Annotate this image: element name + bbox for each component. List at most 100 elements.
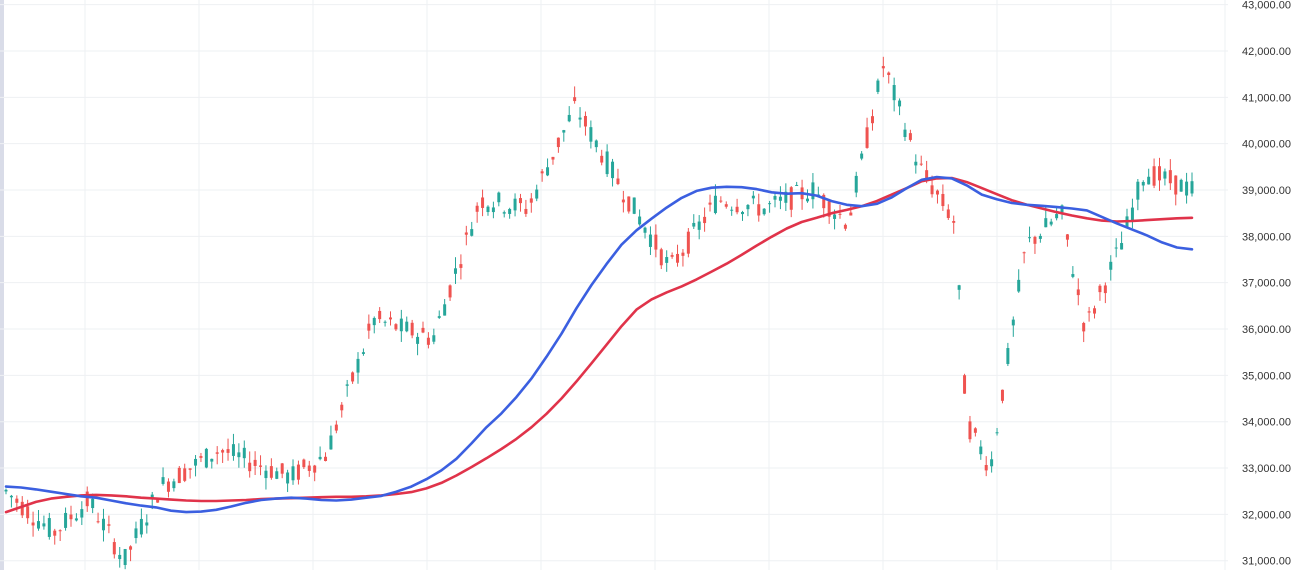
price-axis: 31,000.00 32,000.00 33,000.00 34,000.00 35,0… — [1242, 0, 1291, 568]
candle-body — [822, 194, 826, 209]
candle-body — [291, 466, 295, 481]
candle-body — [20, 501, 24, 516]
candle-body — [405, 321, 409, 332]
candle-body — [508, 208, 512, 214]
candle-body — [177, 467, 181, 484]
candle-body — [1098, 285, 1102, 293]
candle-body — [757, 204, 761, 216]
candle-body — [529, 198, 533, 203]
candle-body — [334, 424, 338, 431]
candle-body — [746, 204, 750, 210]
candle-body — [963, 375, 967, 394]
y-tick-label: 38,000.00 — [1242, 231, 1291, 243]
candle-body — [692, 222, 696, 227]
candle-body — [627, 196, 631, 212]
candle-body — [4, 489, 8, 492]
candle-body — [329, 435, 333, 450]
candle-body — [1152, 166, 1156, 186]
candle-body — [96, 521, 100, 523]
candle-body — [659, 249, 663, 266]
candle-body — [497, 192, 501, 203]
candle-body — [275, 471, 279, 479]
candle-body — [854, 175, 858, 193]
candle-body — [145, 522, 149, 526]
candle-body — [578, 117, 582, 120]
candle-body — [172, 481, 176, 489]
candle-body — [573, 97, 577, 102]
candle-body — [1011, 319, 1015, 326]
candle-body — [887, 72, 891, 76]
candle-body — [583, 115, 587, 127]
candle-body — [979, 446, 983, 455]
candle-body — [805, 198, 809, 202]
candle-body — [946, 209, 950, 218]
candle-body — [1103, 285, 1107, 294]
candle-body — [654, 234, 658, 250]
candle-body — [795, 184, 799, 186]
candle-body — [730, 209, 734, 211]
candle-body — [1141, 181, 1145, 186]
candle-body — [470, 229, 474, 236]
candle-body — [865, 127, 869, 148]
candle-body — [199, 456, 203, 458]
candle-body — [914, 161, 918, 166]
moving-averages-layer — [4, 175, 1194, 514]
candle-body — [302, 459, 306, 468]
candle-body — [259, 465, 263, 467]
ma-slow-line — [4, 176, 1194, 514]
candle-body — [935, 190, 939, 195]
candle-body — [15, 498, 19, 503]
candle-body — [112, 542, 116, 555]
candle-body — [356, 358, 360, 373]
candle-body — [286, 472, 290, 484]
candle-body — [546, 167, 550, 176]
candle-body — [280, 463, 284, 474]
y-tick-label: 42,000.00 — [1242, 46, 1291, 58]
candle-body — [513, 198, 517, 211]
candle-body — [150, 494, 154, 500]
candle-body — [215, 452, 219, 454]
candle-body — [443, 304, 447, 316]
candle-body — [670, 255, 674, 257]
candle-body — [524, 208, 528, 214]
candles-layer — [4, 56, 1194, 570]
candle-body — [843, 224, 847, 229]
candle-body — [995, 432, 999, 434]
candle-body — [892, 85, 896, 101]
candle-body — [1028, 237, 1032, 239]
y-tick-label: 33,000.00 — [1242, 463, 1291, 475]
candle-body — [486, 206, 490, 213]
candle-body — [605, 151, 609, 175]
candle-body — [134, 528, 138, 539]
candle-body — [1082, 322, 1086, 332]
y-tick-label: 37,000.00 — [1242, 278, 1291, 290]
candle-body — [80, 509, 84, 518]
candle-body — [551, 156, 555, 160]
candle-body — [183, 468, 187, 481]
candle-body — [676, 253, 680, 263]
candle-body — [827, 201, 831, 217]
candle-body — [751, 195, 755, 199]
candle-body — [778, 196, 782, 201]
candle-body — [849, 212, 853, 216]
candle-body — [31, 522, 35, 526]
candle-body — [107, 524, 111, 526]
candle-body — [908, 133, 912, 140]
candle-body — [952, 221, 956, 223]
candle-body — [1000, 389, 1004, 401]
candle-body — [968, 421, 972, 440]
candle-body — [64, 512, 68, 528]
candle-body — [394, 324, 398, 330]
candle-body — [53, 530, 57, 536]
candle-body — [1179, 179, 1183, 192]
candle-body — [1006, 348, 1010, 364]
candle-body — [665, 257, 669, 263]
candle-body — [91, 498, 95, 509]
y-tick-label: 36,000.00 — [1242, 324, 1291, 336]
y-tick-label: 34,000.00 — [1242, 417, 1291, 429]
candle-body — [1114, 247, 1118, 249]
y-tick-label: 31,000.00 — [1242, 556, 1291, 568]
candle-body — [47, 518, 51, 537]
